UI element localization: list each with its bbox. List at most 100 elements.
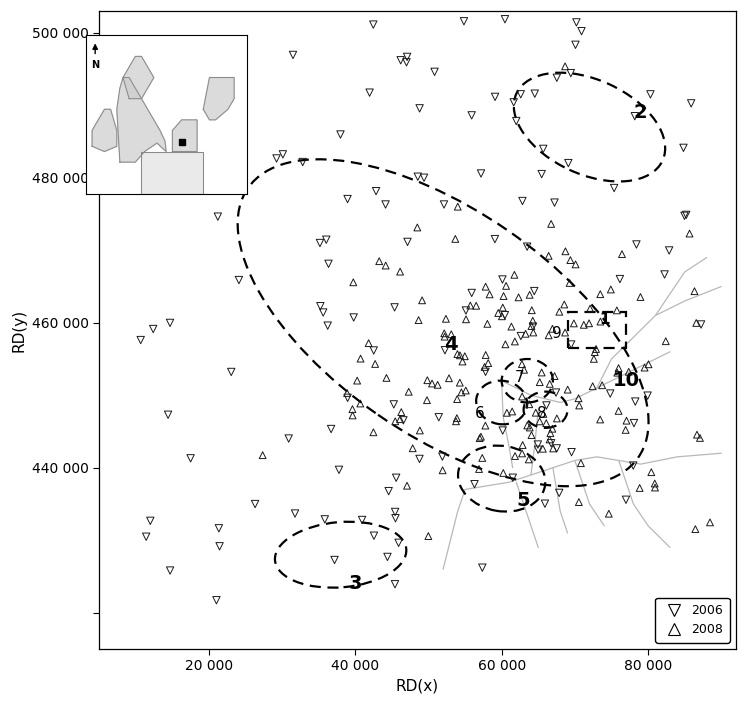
2006 xyxy=(629,111,641,122)
2006 xyxy=(249,498,261,510)
2008 xyxy=(613,362,624,374)
2006 xyxy=(394,54,406,66)
2008 xyxy=(465,300,477,311)
Text: 7: 7 xyxy=(515,369,525,385)
2006 xyxy=(382,486,394,497)
2008 xyxy=(704,517,716,528)
2006 xyxy=(382,551,394,563)
2008 xyxy=(537,443,549,455)
2006 xyxy=(319,514,331,525)
2008 xyxy=(394,414,406,425)
2008 xyxy=(450,416,462,427)
2006 xyxy=(270,153,282,164)
2008 xyxy=(536,367,548,378)
2008 xyxy=(544,434,556,445)
2008 xyxy=(257,450,269,461)
2006 xyxy=(320,234,332,245)
2008 xyxy=(621,415,633,427)
2006 xyxy=(489,233,501,245)
2006 xyxy=(537,143,549,154)
2006 xyxy=(401,51,413,63)
2006 xyxy=(604,388,616,399)
2008 xyxy=(586,381,598,392)
2008 xyxy=(506,406,518,417)
2008 xyxy=(480,420,492,431)
2006 xyxy=(188,166,200,178)
2008 xyxy=(578,319,590,331)
2006 xyxy=(562,157,574,168)
2008 xyxy=(603,508,615,520)
2008 xyxy=(588,353,600,364)
2008 xyxy=(690,317,702,329)
2006 xyxy=(389,513,401,524)
2006 xyxy=(545,438,557,449)
2006 xyxy=(554,487,565,498)
2006 xyxy=(388,399,400,410)
Text: 3: 3 xyxy=(349,574,362,593)
2006 xyxy=(678,142,689,154)
2006 xyxy=(678,210,690,221)
2006 xyxy=(460,305,472,316)
2006 xyxy=(214,541,226,552)
2008 xyxy=(438,331,450,343)
2008 xyxy=(620,424,632,436)
2008 xyxy=(546,423,558,434)
2006 xyxy=(325,424,337,435)
2006 xyxy=(341,193,353,204)
2008 xyxy=(422,530,434,541)
2006 xyxy=(540,400,552,411)
2008 xyxy=(563,277,575,288)
2008 xyxy=(649,478,661,489)
2006 xyxy=(314,238,326,249)
2008 xyxy=(426,378,438,389)
Text: 4: 4 xyxy=(444,335,457,354)
2008 xyxy=(520,328,532,339)
2008 xyxy=(480,350,492,361)
2006 xyxy=(515,331,527,342)
2008 xyxy=(379,260,391,271)
2008 xyxy=(570,259,582,270)
2006 xyxy=(630,239,642,250)
2006 xyxy=(506,472,518,484)
2008 xyxy=(562,384,574,396)
2006 xyxy=(368,19,379,30)
2006 xyxy=(569,39,581,51)
2008 xyxy=(554,306,565,317)
2006 xyxy=(516,195,528,207)
2006 xyxy=(575,25,587,37)
2008 xyxy=(572,393,584,404)
2008 xyxy=(525,320,537,331)
2006 xyxy=(433,412,444,423)
2008 xyxy=(527,315,539,326)
2008 xyxy=(347,410,359,421)
2006 xyxy=(397,415,409,426)
2008 xyxy=(477,453,489,464)
2008 xyxy=(492,307,504,319)
2008 xyxy=(623,366,635,377)
2006 xyxy=(468,479,480,490)
2008 xyxy=(547,443,559,454)
2006 xyxy=(125,119,137,130)
Polygon shape xyxy=(141,152,203,194)
2006 xyxy=(497,274,509,285)
2008 xyxy=(483,357,495,369)
2008 xyxy=(584,303,596,314)
2008 xyxy=(440,313,452,324)
2008 xyxy=(516,391,528,402)
2006 xyxy=(287,49,299,61)
2008 xyxy=(613,405,624,417)
2006 xyxy=(176,70,187,82)
2006 xyxy=(645,89,657,100)
2008 xyxy=(524,422,536,433)
2008 xyxy=(596,379,608,391)
2008 xyxy=(452,201,464,212)
2008 xyxy=(347,276,359,288)
2008 xyxy=(369,358,381,369)
2008 xyxy=(509,336,521,347)
2008 xyxy=(416,295,428,306)
2008 xyxy=(524,289,536,300)
2008 xyxy=(559,327,571,338)
Polygon shape xyxy=(92,109,117,152)
2008 xyxy=(642,359,654,370)
2006 xyxy=(475,168,487,179)
